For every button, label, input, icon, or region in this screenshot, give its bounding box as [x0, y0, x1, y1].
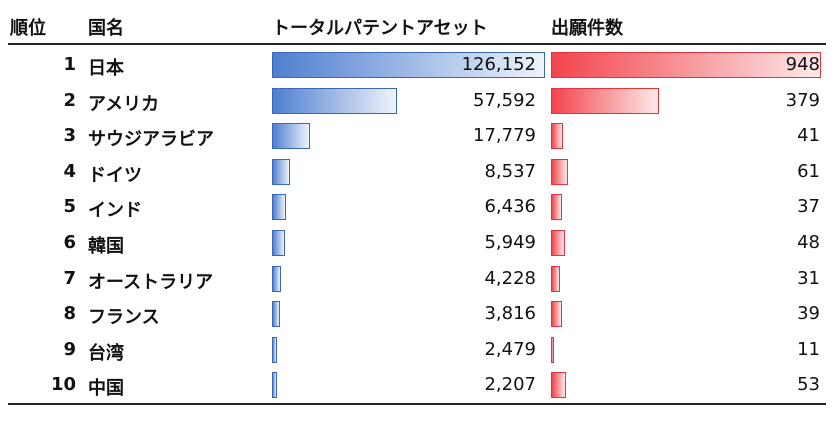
- rank-cell: 6: [63, 232, 76, 253]
- patent-asset-bar: [272, 194, 286, 221]
- header-country: 国名: [88, 18, 124, 39]
- table-row: 2 アメリカ 57,592 379: [0, 83, 840, 119]
- table-row: 4 ドイツ 8,537 61: [0, 154, 840, 190]
- table-row: 10 中国 2,207 53: [0, 367, 840, 403]
- country-cell: 中国: [88, 378, 124, 400]
- patent-asset-bar: [272, 372, 277, 399]
- rank-cell: 1: [63, 54, 76, 75]
- applications-value: 41: [797, 125, 820, 147]
- table-header: 順位 国名 トータルパテントアセット 出願件数: [0, 8, 840, 42]
- country-cell: 日本: [88, 58, 124, 79]
- patent-asset-value: 5,949: [484, 232, 536, 253]
- applications-bar: [551, 52, 821, 78]
- applications-bar: [551, 265, 560, 292]
- patent-asset-value: 6,436: [484, 196, 536, 218]
- table-row: 3 サウジアラビア 17,779 41: [0, 118, 840, 154]
- header-rank: 順位: [10, 18, 46, 39]
- header-applications: 出願件数: [551, 18, 623, 39]
- applications-bar: [551, 123, 563, 150]
- applications-value: 948: [785, 54, 820, 75]
- country-cell: フランス: [88, 307, 160, 329]
- rank-cell: 8: [63, 303, 76, 325]
- applications-value: 37: [797, 196, 820, 218]
- country-cell: サウジアラビア: [88, 129, 214, 151]
- table-row: 7 オーストラリア 4,228 31: [0, 261, 840, 297]
- country-cell: アメリカ: [88, 93, 160, 115]
- applications-value: 61: [797, 160, 820, 182]
- country-cell: ドイツ: [88, 164, 142, 186]
- patent-asset-value: 4,228: [484, 267, 536, 289]
- applications-bar: [551, 158, 568, 185]
- patent-asset-bar: [272, 52, 545, 78]
- patent-asset-bar: [272, 123, 310, 150]
- country-cell: 韓国: [88, 236, 124, 257]
- patent-asset-bar: [272, 230, 285, 256]
- table-row: 5 インド 6,436 37: [0, 189, 840, 225]
- country-cell: 台湾: [88, 342, 124, 364]
- applications-value: 31: [797, 267, 820, 289]
- patent-asset-value: 3,816: [484, 303, 536, 325]
- rank-cell: 5: [63, 196, 76, 218]
- top-rule: [8, 43, 826, 45]
- patent-asset-bar: [272, 265, 281, 292]
- patent-asset-value: 57,592: [473, 89, 536, 111]
- patent-asset-value: 2,479: [484, 338, 536, 360]
- applications-bar: [551, 194, 562, 221]
- applications-bar: [551, 301, 562, 328]
- patent-asset-value: 126,152: [461, 54, 536, 75]
- applications-bar: [551, 372, 566, 399]
- patent-asset-bar: [272, 336, 277, 363]
- applications-value: 39: [797, 303, 820, 325]
- applications-value: 11: [797, 338, 820, 360]
- rank-cell: 9: [63, 338, 76, 360]
- applications-value: 379: [785, 89, 820, 111]
- patent-asset-value: 2,207: [484, 374, 536, 396]
- rank-cell: 3: [63, 125, 76, 147]
- table-row: 8 フランス 3,816 39: [0, 296, 840, 332]
- bottom-rule: [8, 403, 826, 405]
- applications-bar: [551, 336, 554, 363]
- rank-cell: 7: [63, 267, 76, 289]
- applications-bar: [551, 87, 659, 114]
- header-patent-asset: トータルパテントアセット: [272, 18, 488, 39]
- table-row: 1 日本 126,152 948: [0, 47, 840, 83]
- country-cell: インド: [88, 200, 142, 222]
- rank-cell: 2: [63, 89, 76, 111]
- applications-value: 48: [797, 232, 820, 253]
- table-row: 9 台湾 2,479 11: [0, 332, 840, 368]
- rank-cell: 10: [50, 374, 76, 396]
- patent-asset-value: 8,537: [484, 160, 536, 182]
- patent-asset-bar: [272, 301, 280, 328]
- patent-asset-value: 17,779: [473, 125, 536, 147]
- table-row: 6 韓国 5,949 48: [0, 225, 840, 261]
- rank-cell: 4: [63, 160, 76, 182]
- country-cell: オーストラリア: [88, 271, 214, 293]
- applications-value: 53: [797, 374, 820, 396]
- patent-asset-bar: [272, 87, 397, 114]
- applications-bar: [551, 230, 565, 256]
- patent-asset-bar: [272, 158, 290, 185]
